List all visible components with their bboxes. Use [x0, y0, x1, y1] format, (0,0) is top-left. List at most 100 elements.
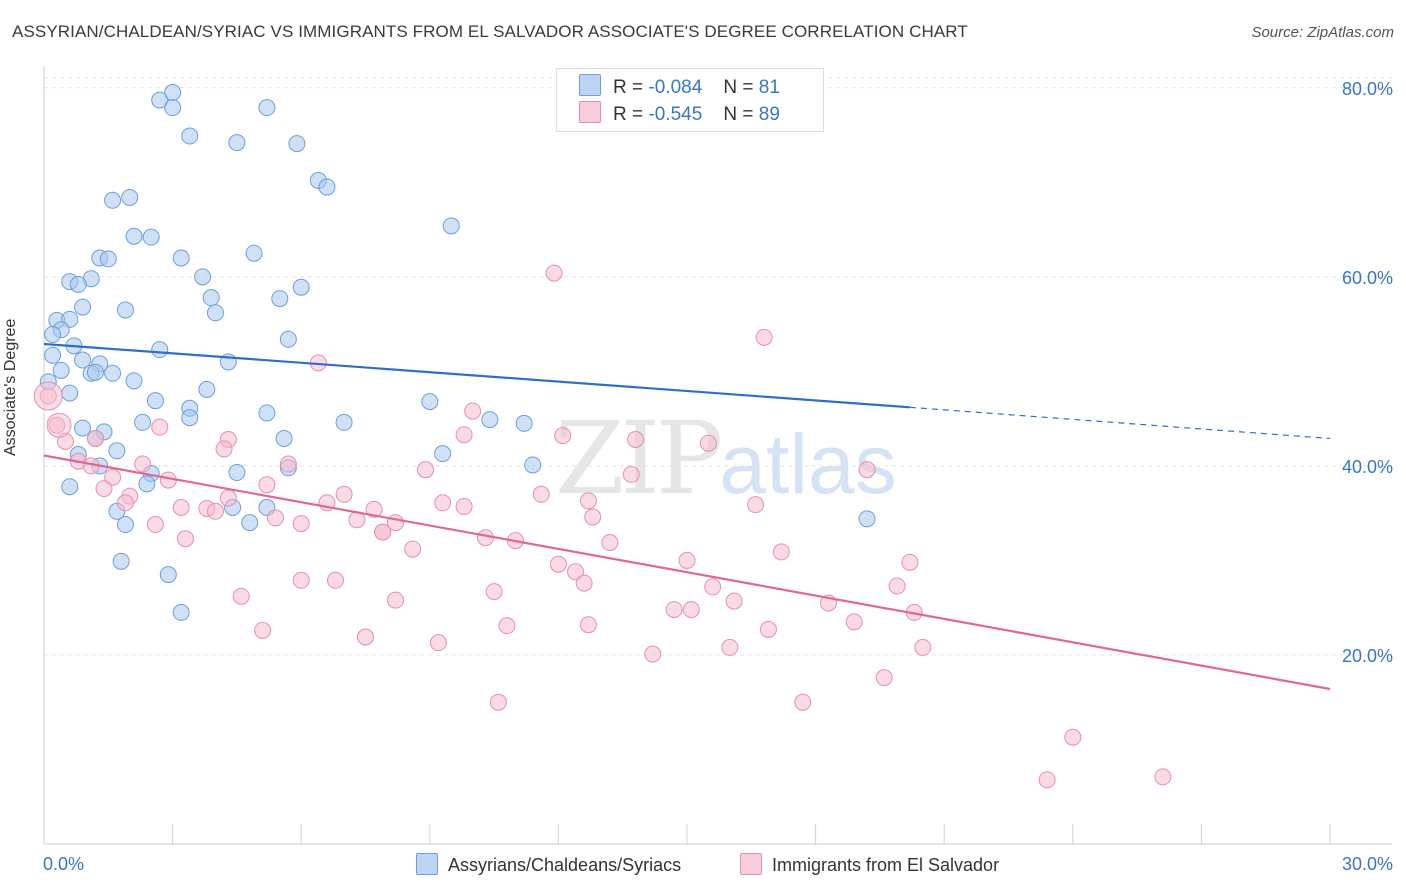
y-tick-label: 20.0% — [1342, 646, 1393, 666]
y-axis-label: Associate's Degree — [2, 318, 19, 456]
el-salvador-point — [567, 563, 585, 581]
el-salvador-point-large — [33, 381, 63, 411]
assyrian-point — [172, 603, 190, 621]
el-salvador-point — [146, 516, 164, 534]
assyrian-point — [164, 99, 182, 117]
el-salvador-point — [95, 480, 113, 498]
assyrian-point — [481, 411, 499, 429]
y-tick-label: 80.0% — [1342, 79, 1393, 99]
assyrian-point — [275, 429, 293, 447]
bottom-legend-label: Immigrants from El Salvador — [772, 855, 1000, 875]
assyrian-point — [288, 135, 306, 153]
assyrian-point — [159, 566, 177, 584]
legend-row-assyrians: R = -0.084 N = 81 — [579, 74, 780, 100]
el-salvador-trend-line — [43, 454, 1331, 691]
assyrian-point — [61, 384, 79, 402]
el-salvador-point — [417, 461, 435, 479]
assyrian-point — [108, 442, 126, 460]
el-salvador-point — [258, 476, 276, 494]
el-salvador-point — [365, 500, 383, 518]
el-salvador-point — [1038, 771, 1056, 789]
el-salvador-point — [601, 533, 619, 551]
bottom-legend-swatch-blue — [416, 853, 438, 875]
el-salvador-point — [489, 693, 507, 711]
el-salvador-point — [485, 583, 503, 601]
correlation-legend: R = -0.084 N = 81 R = -0.545 N = 89 — [556, 68, 824, 132]
assyrian-point — [121, 188, 139, 206]
legend-swatch-blue — [579, 74, 601, 96]
bottom-legend-el-salvador: Immigrants from El Salvador — [740, 853, 999, 876]
el-salvador-point — [888, 577, 906, 595]
assyrian-point — [241, 514, 259, 532]
assyrian-point — [318, 178, 336, 196]
el-salvador-point — [455, 426, 473, 444]
el-salvador-point-large — [46, 412, 72, 438]
el-salvador-point — [151, 418, 169, 436]
el-salvador-point — [498, 617, 516, 635]
el-salvador-point — [176, 530, 194, 548]
el-salvador-point — [326, 571, 344, 589]
el-salvador-point — [374, 523, 392, 541]
el-salvador-point — [579, 492, 597, 510]
el-salvador-point — [532, 485, 550, 503]
el-salvador-point — [335, 485, 353, 503]
el-salvador-point — [292, 515, 310, 533]
assyrian-point — [104, 364, 122, 382]
el-salvador-point — [794, 693, 812, 711]
el-salvador-point — [116, 494, 134, 512]
assyrian-point — [524, 456, 542, 474]
el-salvador-point — [292, 571, 310, 589]
el-salvador-point — [772, 543, 790, 561]
el-salvador-point — [845, 613, 863, 631]
legend-r-value: -0.084 — [648, 77, 703, 98]
assyrian-point — [116, 516, 134, 534]
assyrian-point — [335, 413, 353, 431]
x-tick-label: 0.0% — [43, 854, 84, 874]
assyrian-point — [151, 91, 169, 109]
assyrian-point — [69, 275, 87, 293]
assyrian-trend-extension — [909, 406, 1331, 440]
assyrian-point — [292, 278, 310, 296]
el-salvador-point — [665, 601, 683, 619]
el-salvador-point — [172, 498, 190, 516]
el-salvador-point — [404, 540, 422, 558]
legend-n-value: 89 — [758, 104, 780, 125]
assyrian-point — [164, 84, 182, 102]
assyrian-point — [858, 510, 876, 528]
legend-r-label: R = — [613, 104, 644, 125]
el-salvador-point — [704, 578, 722, 596]
assyrian-point — [61, 478, 79, 496]
assyrian-point — [515, 414, 533, 432]
el-salvador-point — [678, 551, 696, 569]
assyrian-point — [271, 290, 289, 308]
assyrian-point — [279, 330, 297, 348]
assyrian-point — [258, 404, 276, 422]
assyrian-point — [181, 409, 199, 427]
el-salvador-point — [86, 429, 104, 447]
el-salvador-point — [627, 430, 645, 448]
assyrian-point — [112, 552, 130, 570]
legend-n-label: N = — [723, 77, 754, 98]
assyrian-point — [146, 392, 164, 410]
assyrian-point — [181, 127, 199, 145]
el-salvador-point — [622, 465, 640, 483]
legend-r-value: -0.545 — [648, 104, 703, 125]
el-salvador-point — [279, 455, 297, 473]
assyrian-point — [99, 250, 117, 268]
assyrian-point — [104, 191, 122, 209]
assyrian-point — [125, 227, 143, 245]
el-salvador-point — [699, 434, 717, 452]
assyrian-point — [198, 380, 216, 398]
assyrian-point — [74, 351, 92, 369]
y-tick-label: 60.0% — [1342, 268, 1393, 288]
assyrian-point — [434, 445, 452, 463]
bottom-legend-label: Assyrians/Chaldeans/Syriacs — [448, 855, 682, 875]
assyrian-point — [134, 413, 152, 431]
assyrian-point — [74, 298, 92, 316]
el-salvador-point — [759, 620, 777, 638]
el-salvador-point — [455, 498, 473, 516]
el-salvador-point — [232, 587, 250, 605]
el-salvador-point — [206, 502, 224, 520]
chart-title: ASSYRIAN/CHALDEAN/SYRIAC VS IMMIGRANTS F… — [12, 22, 968, 41]
el-salvador-point — [429, 634, 447, 652]
